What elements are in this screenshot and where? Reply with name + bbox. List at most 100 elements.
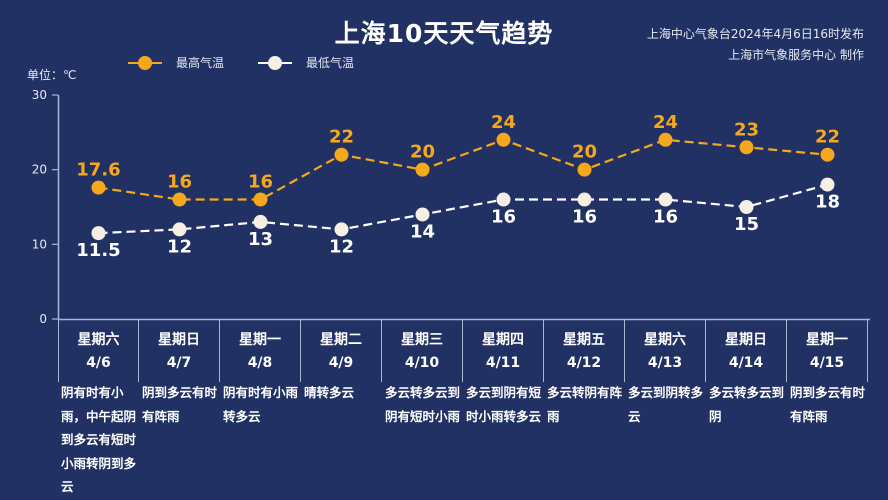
high-temp-label: 17.6 [76,160,120,181]
day-column: 星期二 4/9 晴转多云 [301,320,382,499]
high-temp-point [172,192,187,207]
low-temp-point [91,226,106,241]
weekday-label: 星期五 [563,332,605,348]
day-header: 星期六 4/13 [625,320,706,382]
day-header: 星期二 4/9 [301,320,382,382]
low-temp-label: 15 [734,214,759,235]
legend-label-low: 最低气温 [306,56,355,70]
day-column: 星期一 4/8 阴有时有小雨转多云 [220,320,301,499]
low-temp-label: 16 [653,207,678,228]
date-label: 4/10 [404,355,440,371]
chart-legend: 最高气温 最低气温 [128,54,388,71]
high-temp-label: 24 [491,112,516,133]
high-temp-label: 24 [653,112,678,133]
date-label: 4/11 [485,355,521,371]
low-temp-label: 11.5 [76,240,120,261]
weather-description: 多云到阴有短时小雨转多云 [466,385,542,424]
low-temp-point [172,222,187,237]
high-temp-point [820,147,835,162]
y-tick-label: 20 [32,163,47,177]
high-temp-label: 16 [167,172,192,193]
high-temp-point [496,132,511,147]
high-temp-label: 20 [572,142,597,163]
weekday-label: 星期三 [401,332,443,348]
weather-description: 晴转多云 [304,385,355,400]
weather-description: 阴到多云有时有阵雨 [142,385,218,424]
weather-description: 多云转阴有阵雨 [547,385,623,424]
weekday-label: 星期二 [320,332,362,348]
source-producer: 上海市气象服务中心 制作 [728,48,864,62]
y-tick-label: 30 [32,88,47,102]
high-temp-point [91,180,106,195]
weather-description: 多云到阴转多云 [628,385,704,424]
day-column: 星期日 4/14 多云转多云到阴 [706,320,787,499]
source-info: 上海中心气象台2024年4月6日16时发布 上海市气象服务中心 制作 [647,24,864,66]
weekday-label: 星期四 [482,332,524,348]
day-column: 星期日 4/7 阴到多云有时有阵雨 [139,320,220,499]
low-temp-label: 16 [572,207,597,228]
weekday-label: 星期日 [158,332,200,348]
low-temp-point [658,192,673,207]
day-column: 星期三 4/10 多云转多云到阴有短时小雨 [382,320,463,499]
date-label: 4/8 [247,355,273,371]
day-column: 星期五 4/12 多云转阴有阵雨 [544,320,625,499]
high-temp-point [415,162,430,177]
legend-item-low: 最低气温 [258,54,354,71]
high-temp-label: 16 [248,172,273,193]
high-temp-point [739,140,754,155]
date-label: 4/15 [809,355,845,371]
legend-label-high: 最高气温 [176,56,225,70]
date-label: 4/6 [86,355,111,371]
weekday-label: 星期六 [644,332,686,348]
high-temp-marker-icon [128,55,162,70]
low-temp-label: 16 [491,207,516,228]
weekday-label: 星期一 [806,332,848,348]
low-temp-label: 14 [410,221,435,242]
high-temp-label: 20 [410,142,435,163]
day-column: 星期六 4/6 阴有时有小雨，中午起阴到多云有短时小雨转阴到多云 [58,320,139,499]
weather-description: 多云转多云到阴有短时小雨 [385,385,461,424]
line-chart: 30 20 10 0 17.6 16 16 22 20 24 20 24 23 22 11.5 12 13 1… [32,88,870,326]
y-tick-label: 0 [39,312,47,326]
day-columns: 星期六 4/6 阴有时有小雨，中午起阴到多云有短时小雨转阴到多云 星期日 4/7 阴到多云… [58,320,868,499]
weather-description: 阴到多云有时有阵雨 [790,385,866,424]
low-temp-point [334,222,349,237]
y-tick-label: 10 [32,237,47,251]
weather-description: 阴有时有小雨转多云 [223,385,299,424]
legend-item-high: 最高气温 [128,54,224,71]
low-temp-label: 13 [248,229,273,250]
series-high: 17.6 16 16 22 20 24 20 24 23 22 [76,112,840,207]
low-temp-point [820,177,835,192]
y-axis-unit: 单位：℃ [27,68,77,82]
low-temp-label: 12 [329,236,354,257]
day-header: 星期日 4/7 [139,320,220,382]
day-column: 星期四 4/11 多云到阴有短时小雨转多云 [463,320,544,499]
low-temp-label: 18 [815,192,840,213]
low-temp-point [739,200,754,214]
date-label: 4/12 [566,355,602,371]
source-issuer: 上海中心气象台2024年4月6日16时发布 [646,27,864,41]
low-temp-point [577,192,592,207]
series-low: 11.5 12 13 12 14 16 16 16 15 18 [76,177,840,261]
day-header: 星期五 4/12 [544,320,625,382]
day-header: 星期三 4/10 [382,320,463,382]
day-column: 星期六 4/13 多云到阴转多云 [625,320,706,499]
weather-description: 阴有时有小雨，中午起阴到多云有短时小雨转阴到多云 [61,385,137,494]
day-header: 星期六 4/6 [58,320,139,382]
weekday-label: 星期一 [239,332,281,348]
y-axis: 30 20 10 0 [32,88,870,326]
day-header: 星期日 4/14 [706,320,787,382]
low-temp-point [496,192,511,207]
low-temp-point [253,214,268,229]
low-temp-point [415,207,430,222]
weekday-label: 星期六 [77,332,120,348]
date-label: 4/14 [728,355,764,371]
high-temp-label: 23 [734,119,759,140]
day-column: 星期一 4/15 阴到多云有时有阵雨 [787,320,868,499]
low-temp-marker-icon [258,55,293,70]
weekday-label: 星期日 [725,332,767,348]
high-temp-label: 22 [329,127,354,148]
high-temp-point [253,192,268,207]
high-temp-point [334,147,349,162]
high-temp-label: 22 [815,127,840,148]
